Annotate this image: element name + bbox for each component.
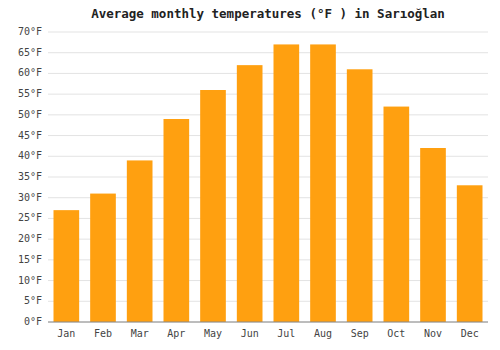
x-tick-label: Sep <box>351 328 369 339</box>
bar <box>347 69 373 322</box>
x-tick-label: May <box>204 328 222 339</box>
y-tick-label: 40°F <box>18 150 42 161</box>
y-tick-label: 65°F <box>18 47 42 58</box>
grid-line <box>48 94 488 95</box>
chart: 0°F 5°F 10°F 15°F 20°F 25°F 30°F 35°F 40°F 45°F 50… <box>0 0 500 350</box>
grid-line <box>48 32 488 33</box>
x-tick-label: Feb <box>94 328 112 339</box>
y-tick-label: 10°F <box>18 275 42 286</box>
x-axis-line <box>48 322 488 323</box>
bar <box>127 160 153 322</box>
x-tick-label: Aug <box>314 328 332 339</box>
y-grid <box>48 32 488 322</box>
title: Average monthly temperatures (°F ) in Sa… <box>91 6 445 21</box>
grid-line <box>48 135 488 136</box>
bars <box>54 44 483 322</box>
y-tick-label: 30°F <box>18 192 42 203</box>
x-tick-label: Nov <box>424 328 442 339</box>
x-tick-label: Apr <box>167 328 185 339</box>
bar <box>54 210 80 322</box>
y-axis: 0°F 5°F 10°F 15°F 20°F 25°F 30°F 35°F 40°F 45°F 50… <box>18 26 42 327</box>
y-tick-label: 25°F <box>18 212 42 223</box>
bar <box>90 194 116 322</box>
bar <box>200 90 226 322</box>
y-tick-label: 70°F <box>18 26 42 37</box>
y-tick-label: 35°F <box>18 171 42 182</box>
grid-line <box>48 73 488 74</box>
x-axis: Jan Feb Mar Apr May Jun Jul Aug Sep Oct Nov Dec <box>48 322 488 339</box>
y-tick-label: 50°F <box>18 109 42 120</box>
x-tick-label: Jun <box>241 328 259 339</box>
x-tick-label: Dec <box>461 328 479 339</box>
grid-line <box>48 52 488 53</box>
y-tick-label: 20°F <box>18 233 42 244</box>
bar <box>310 44 336 322</box>
bar <box>457 185 483 322</box>
chart-container: 0°F 5°F 10°F 15°F 20°F 25°F 30°F 35°F 40°F 45°F 50… <box>0 0 500 350</box>
y-tick-label: 60°F <box>18 67 42 78</box>
y-tick-label: 15°F <box>18 254 42 265</box>
grid-line <box>48 114 488 115</box>
bar <box>164 119 190 322</box>
bar <box>420 148 446 322</box>
x-tick-label: Jul <box>277 328 295 339</box>
bar <box>384 107 410 322</box>
x-tick-label: Oct <box>387 328 405 339</box>
bar <box>274 44 300 322</box>
y-tick-label: 45°F <box>18 130 42 141</box>
y-tick-label: 5°F <box>24 295 42 306</box>
x-tick-label: Mar <box>131 328 149 339</box>
x-tick-label: Jan <box>57 328 75 339</box>
bar <box>237 65 263 322</box>
y-tick-label: 0°F <box>24 316 42 327</box>
grid-line <box>48 322 488 323</box>
y-tick-label: 55°F <box>18 88 42 99</box>
